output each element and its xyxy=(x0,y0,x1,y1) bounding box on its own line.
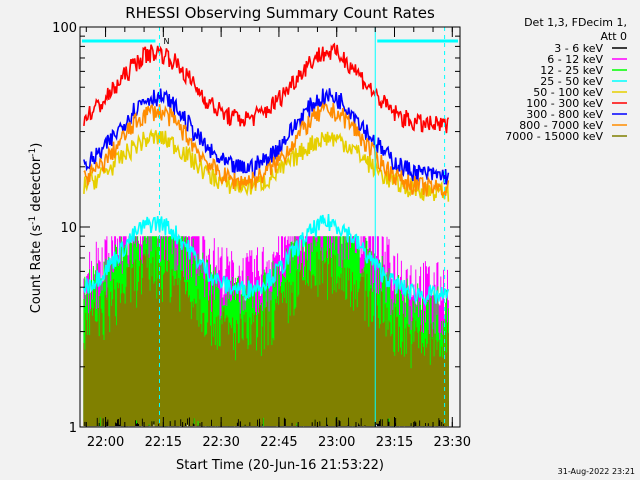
series-line xyxy=(83,213,450,307)
legend-entry: 100 - 300 keV xyxy=(526,97,603,110)
y-tick-label: 100 xyxy=(52,21,77,36)
x-tick-label: 22:30 xyxy=(202,435,239,450)
x-axis-label: Start Time (20-Jun-16 21:53:22) xyxy=(176,458,384,473)
axes: 1 10 100 22:00 22:15 22:30 22:45 23:00 23:15 23:3… xyxy=(52,21,471,450)
y-tick-label: 10 xyxy=(60,221,77,236)
plot-area: N xyxy=(82,27,458,427)
series-7000-15000-kev xyxy=(83,248,449,427)
legend-entry: 50 - 100 keV xyxy=(533,86,603,99)
legend-entry: 7000 - 15000 keV xyxy=(505,130,603,143)
x-tick-label: 23:15 xyxy=(376,435,413,450)
series-800-7000-kev xyxy=(83,101,450,198)
series-100-300-kev xyxy=(83,42,450,134)
y-tick-label: 1 xyxy=(69,421,77,436)
legend-entry: 800 - 7000 keV xyxy=(519,119,603,132)
legend-entry: 3 - 6 keV xyxy=(554,42,603,55)
series-25-50-kev xyxy=(83,213,450,307)
legend-header: Att 0 xyxy=(601,30,627,43)
timestamp: 31-Aug-2022 23:21 xyxy=(558,467,635,476)
series-line xyxy=(83,101,450,198)
legend-header: Det 1,3, FDecim 1, xyxy=(524,16,627,29)
night-label: N xyxy=(163,37,169,46)
legend-entry: 6 - 12 keV xyxy=(547,53,603,66)
x-tick-label: 23:00 xyxy=(318,435,355,450)
series-300-800-kev xyxy=(83,88,450,185)
x-tick-label: 22:45 xyxy=(260,435,297,450)
series-line xyxy=(83,42,450,134)
legend-entry: 25 - 50 keV xyxy=(540,75,603,88)
legend-entry: 12 - 25 keV xyxy=(540,64,603,77)
x-tick-label: 22:15 xyxy=(145,435,182,450)
series-line xyxy=(83,88,450,185)
y-axis-label: Count Rate (s-1 detector-1) xyxy=(28,143,44,314)
chart-title: RHESSI Observing Summary Count Rates xyxy=(125,4,435,22)
x-tick-label: 23:30 xyxy=(434,435,471,450)
series-50-100-kev xyxy=(83,128,450,202)
x-tick-label: 22:00 xyxy=(87,435,124,450)
series-line xyxy=(83,248,449,427)
series-line xyxy=(83,128,450,202)
legend-entry: 300 - 800 keV xyxy=(526,108,603,121)
